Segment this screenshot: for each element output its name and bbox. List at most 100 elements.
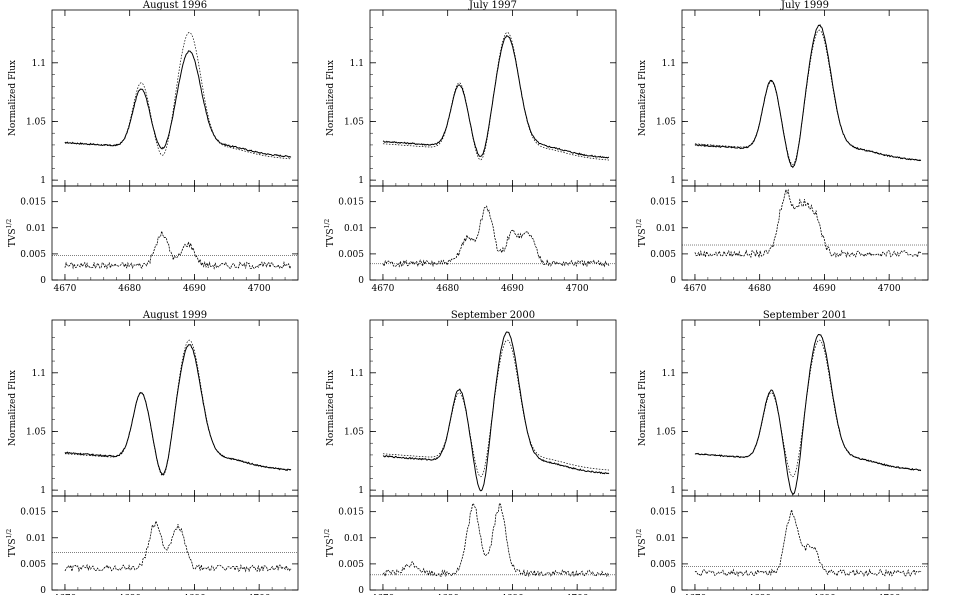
tvs-y-tick-label: 0 bbox=[670, 276, 676, 286]
flux-y-tick-label: 1.05 bbox=[26, 427, 46, 437]
flux-y-axis-label: Normalized Flux bbox=[638, 60, 648, 136]
tvs-panel-frame bbox=[51, 495, 299, 591]
tvs-y-tick-label: 0.015 bbox=[20, 198, 46, 208]
mean-spectrum-line bbox=[382, 339, 610, 478]
panel-group: September 2000 1 1.05 1.1 Normalized Flux 0 0.… bbox=[324, 310, 617, 595]
x-tick-label: 4680 bbox=[748, 284, 771, 294]
panel-group: September 2001 1 1.05 1.1 Normalized Flux 0 0.… bbox=[636, 310, 929, 595]
tvs-y-tick-label: 0.015 bbox=[338, 198, 364, 208]
observed-spectrum-line bbox=[64, 50, 292, 158]
observed-spectrum-line bbox=[382, 331, 610, 492]
tvs-curve bbox=[694, 188, 922, 259]
tvs-y-tick-label: 0.005 bbox=[20, 250, 46, 260]
tvs-y-axis-label: TVS1/2 bbox=[324, 219, 336, 248]
panel-title: September 2000 bbox=[451, 310, 535, 321]
tvs-y-tick-label: 0 bbox=[40, 586, 46, 595]
tvs-y-tick-label: 0 bbox=[358, 586, 364, 595]
tvs-curve bbox=[64, 519, 292, 573]
tvs-y-tick-label: 0.01 bbox=[344, 534, 364, 544]
tvs-y-tick-label: 0.01 bbox=[656, 224, 676, 234]
flux-panel-frame bbox=[51, 9, 299, 187]
panel-title: September 2001 bbox=[763, 310, 847, 321]
x-tick-label: 4670 bbox=[53, 284, 76, 294]
flux-y-tick-label: 1 bbox=[40, 486, 46, 496]
panel-group: August 1996 1 1.05 1.1 Normalized Flux 0 0.005… bbox=[6, 0, 299, 294]
flux-y-tick-label: 1.1 bbox=[32, 369, 46, 379]
x-tick-label: 4690 bbox=[813, 284, 836, 294]
flux-y-tick-label: 1 bbox=[358, 176, 364, 186]
tvs-y-tick-label: 0 bbox=[40, 276, 46, 286]
tvs-panel-frame bbox=[681, 185, 929, 281]
tvs-curve bbox=[382, 502, 610, 578]
tvs-curve bbox=[382, 205, 610, 268]
flux-y-tick-label: 1.05 bbox=[344, 427, 364, 437]
tvs-curve bbox=[64, 231, 292, 270]
panel-title: July 1999 bbox=[780, 0, 829, 11]
observed-spectrum-line bbox=[694, 333, 922, 496]
observed-spectrum-line bbox=[694, 24, 922, 169]
flux-y-tick-label: 1.1 bbox=[350, 369, 364, 379]
flux-y-tick-label: 1.05 bbox=[344, 117, 364, 127]
x-tick-label: 4690 bbox=[501, 284, 524, 294]
tvs-y-tick-label: 0.015 bbox=[650, 198, 676, 208]
flux-y-tick-label: 1.1 bbox=[32, 59, 46, 69]
tvs-y-tick-label: 0 bbox=[358, 276, 364, 286]
flux-y-tick-label: 1 bbox=[40, 176, 46, 186]
flux-y-tick-label: 1 bbox=[670, 486, 676, 496]
tvs-y-tick-label: 0.01 bbox=[344, 224, 364, 234]
tvs-y-tick-label: 0.015 bbox=[650, 508, 676, 518]
tvs-panel-frame bbox=[681, 495, 929, 591]
tvs-y-tick-label: 0.01 bbox=[26, 534, 46, 544]
x-tick-label: 4700 bbox=[878, 284, 901, 294]
tvs-y-tick-label: 0 bbox=[670, 586, 676, 595]
flux-y-axis-label: Normalized Flux bbox=[8, 370, 18, 446]
flux-y-tick-label: 1 bbox=[670, 176, 676, 186]
tvs-y-tick-label: 0.005 bbox=[338, 560, 364, 570]
flux-y-tick-label: 1 bbox=[358, 486, 364, 496]
x-tick-label: 4680 bbox=[436, 284, 459, 294]
tvs-y-axis-label: TVS1/2 bbox=[636, 219, 648, 248]
tvs-y-tick-label: 0.005 bbox=[650, 560, 676, 570]
panel-group: July 1999 1 1.05 1.1 Normalized Flux 0 0.005 0.… bbox=[636, 0, 929, 294]
tvs-y-tick-label: 0.01 bbox=[26, 224, 46, 234]
tvs-y-axis-label: TVS1/2 bbox=[636, 529, 648, 558]
x-tick-label: 4700 bbox=[248, 284, 271, 294]
mean-spectrum-line bbox=[382, 32, 610, 161]
flux-y-tick-label: 1.1 bbox=[662, 59, 676, 69]
tvs-y-axis-label: TVS1/2 bbox=[6, 219, 18, 248]
tvs-y-tick-label: 0.005 bbox=[650, 250, 676, 260]
panel-group: July 1997 1 1.05 1.1 Normalized Flux 0 0.005 0.… bbox=[324, 0, 617, 294]
mean-spectrum-line bbox=[64, 32, 292, 160]
tvs-panel-frame bbox=[369, 185, 617, 281]
tvs-panel-frame bbox=[369, 495, 617, 591]
tvs-y-tick-label: 0.005 bbox=[20, 560, 46, 570]
tvs-y-tick-label: 0.015 bbox=[20, 508, 46, 518]
observed-spectrum-line bbox=[64, 344, 292, 476]
tvs-curve bbox=[694, 508, 922, 578]
mean-spectrum-line bbox=[694, 29, 922, 165]
panel-title: August 1999 bbox=[142, 310, 207, 321]
panel-title: July 1997 bbox=[468, 0, 517, 11]
flux-y-axis-label: Normalized Flux bbox=[326, 370, 336, 446]
x-tick-label: 4670 bbox=[683, 284, 706, 294]
tvs-y-axis-label: TVS1/2 bbox=[324, 529, 336, 558]
panel-group: August 1999 1 1.05 1.1 Normalized Flux 0 0.005… bbox=[6, 310, 299, 595]
flux-y-axis-label: Normalized Flux bbox=[326, 60, 336, 136]
flux-y-tick-label: 1.05 bbox=[656, 427, 676, 437]
tvs-y-tick-label: 0.005 bbox=[338, 250, 364, 260]
flux-y-tick-label: 1.05 bbox=[656, 117, 676, 127]
flux-y-tick-label: 1.1 bbox=[662, 369, 676, 379]
tvs-y-axis-label: TVS1/2 bbox=[6, 529, 18, 558]
flux-y-axis-label: Normalized Flux bbox=[638, 370, 648, 446]
x-tick-label: 4690 bbox=[183, 284, 206, 294]
tvs-panel-frame bbox=[51, 185, 299, 281]
x-tick-label: 4700 bbox=[566, 284, 589, 294]
flux-y-axis-label: Normalized Flux bbox=[8, 60, 18, 136]
flux-y-tick-label: 1.1 bbox=[350, 59, 364, 69]
x-tick-label: 4670 bbox=[371, 284, 394, 294]
flux-y-tick-label: 1.05 bbox=[26, 117, 46, 127]
tvs-y-tick-label: 0.01 bbox=[656, 534, 676, 544]
panel-title: August 1996 bbox=[142, 0, 207, 11]
observed-spectrum-line bbox=[382, 35, 610, 159]
